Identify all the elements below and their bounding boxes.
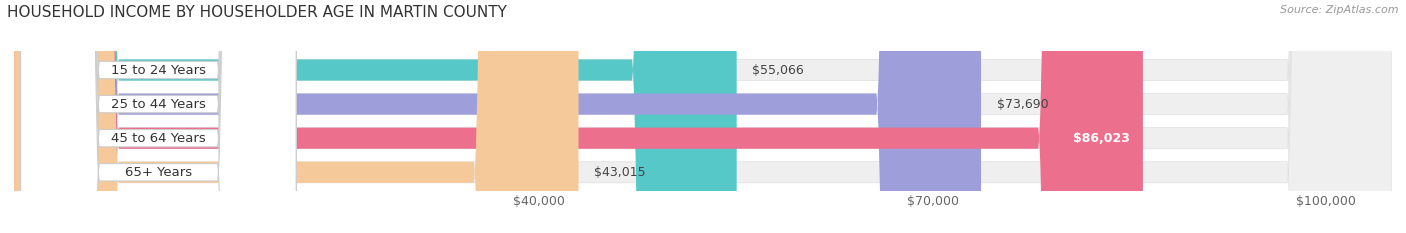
- FancyBboxPatch shape: [14, 0, 981, 233]
- FancyBboxPatch shape: [14, 0, 1392, 233]
- FancyBboxPatch shape: [14, 0, 1392, 233]
- Text: 65+ Years: 65+ Years: [125, 166, 193, 179]
- Text: HOUSEHOLD INCOME BY HOUSEHOLDER AGE IN MARTIN COUNTY: HOUSEHOLD INCOME BY HOUSEHOLDER AGE IN M…: [7, 5, 508, 20]
- FancyBboxPatch shape: [21, 0, 297, 233]
- FancyBboxPatch shape: [21, 0, 297, 233]
- FancyBboxPatch shape: [14, 0, 1143, 233]
- FancyBboxPatch shape: [21, 0, 297, 233]
- Text: Source: ZipAtlas.com: Source: ZipAtlas.com: [1281, 5, 1399, 15]
- Text: $73,690: $73,690: [997, 98, 1049, 111]
- FancyBboxPatch shape: [14, 0, 1392, 233]
- Text: 25 to 44 Years: 25 to 44 Years: [111, 98, 205, 111]
- Text: $43,015: $43,015: [595, 166, 645, 179]
- Text: $55,066: $55,066: [752, 64, 804, 76]
- FancyBboxPatch shape: [14, 0, 1392, 233]
- FancyBboxPatch shape: [21, 0, 297, 233]
- FancyBboxPatch shape: [14, 0, 578, 233]
- Text: 45 to 64 Years: 45 to 64 Years: [111, 132, 205, 145]
- Text: 15 to 24 Years: 15 to 24 Years: [111, 64, 205, 76]
- Text: $86,023: $86,023: [1073, 132, 1130, 145]
- FancyBboxPatch shape: [14, 0, 737, 233]
